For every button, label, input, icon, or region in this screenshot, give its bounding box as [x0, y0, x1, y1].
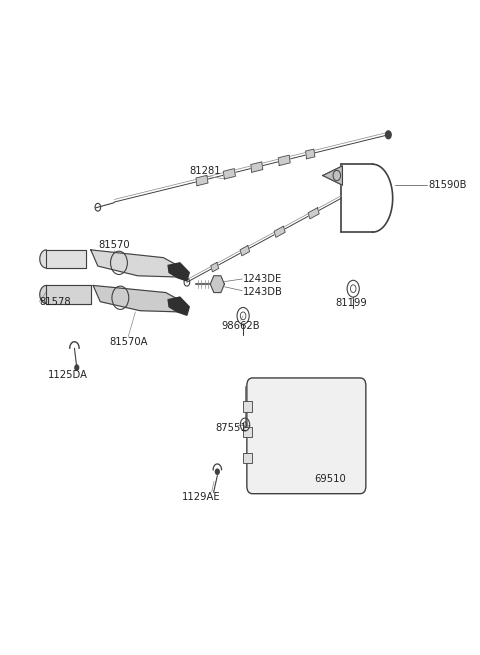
Polygon shape — [278, 155, 290, 166]
Text: 81570A: 81570A — [109, 337, 147, 347]
Text: 1243DE: 1243DE — [243, 274, 282, 284]
Polygon shape — [40, 250, 47, 268]
Text: 98662B: 98662B — [221, 321, 260, 331]
Circle shape — [216, 469, 219, 474]
Bar — [243, 402, 252, 411]
Polygon shape — [210, 276, 224, 293]
Polygon shape — [168, 263, 189, 281]
Polygon shape — [91, 250, 182, 277]
Text: 81578: 81578 — [39, 297, 71, 307]
Text: 81281: 81281 — [190, 166, 221, 176]
Bar — [243, 453, 252, 463]
Circle shape — [385, 131, 391, 139]
Circle shape — [75, 365, 79, 370]
Text: 1125DA: 1125DA — [48, 369, 87, 379]
Polygon shape — [168, 297, 189, 315]
Text: 69510: 69510 — [314, 474, 346, 485]
Text: 1243DB: 1243DB — [243, 287, 283, 297]
Text: 81570: 81570 — [98, 240, 130, 250]
Polygon shape — [47, 250, 86, 268]
Polygon shape — [196, 176, 208, 185]
Polygon shape — [240, 246, 250, 256]
Polygon shape — [306, 149, 315, 159]
Text: 81199: 81199 — [335, 299, 367, 309]
Polygon shape — [323, 166, 342, 185]
Polygon shape — [308, 208, 319, 219]
Polygon shape — [40, 286, 47, 303]
Text: 1129AE: 1129AE — [181, 493, 220, 502]
Polygon shape — [251, 162, 263, 172]
Polygon shape — [223, 168, 235, 179]
FancyBboxPatch shape — [247, 378, 366, 494]
Polygon shape — [274, 226, 285, 237]
Polygon shape — [93, 286, 184, 312]
Polygon shape — [47, 286, 91, 303]
Polygon shape — [211, 263, 219, 272]
Text: 81590B: 81590B — [428, 180, 467, 190]
Text: 87551: 87551 — [215, 422, 247, 433]
Bar — [243, 427, 252, 438]
